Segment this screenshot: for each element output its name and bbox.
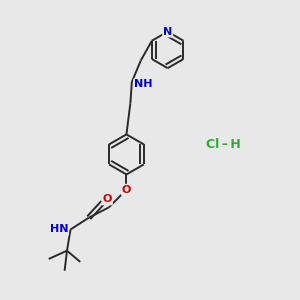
Text: HN: HN [50, 224, 68, 235]
Text: NH: NH [134, 79, 153, 89]
Text: O: O [103, 194, 112, 205]
Text: O: O [122, 185, 131, 195]
Text: N: N [163, 27, 172, 37]
Text: Cl – H: Cl – H [206, 138, 241, 151]
